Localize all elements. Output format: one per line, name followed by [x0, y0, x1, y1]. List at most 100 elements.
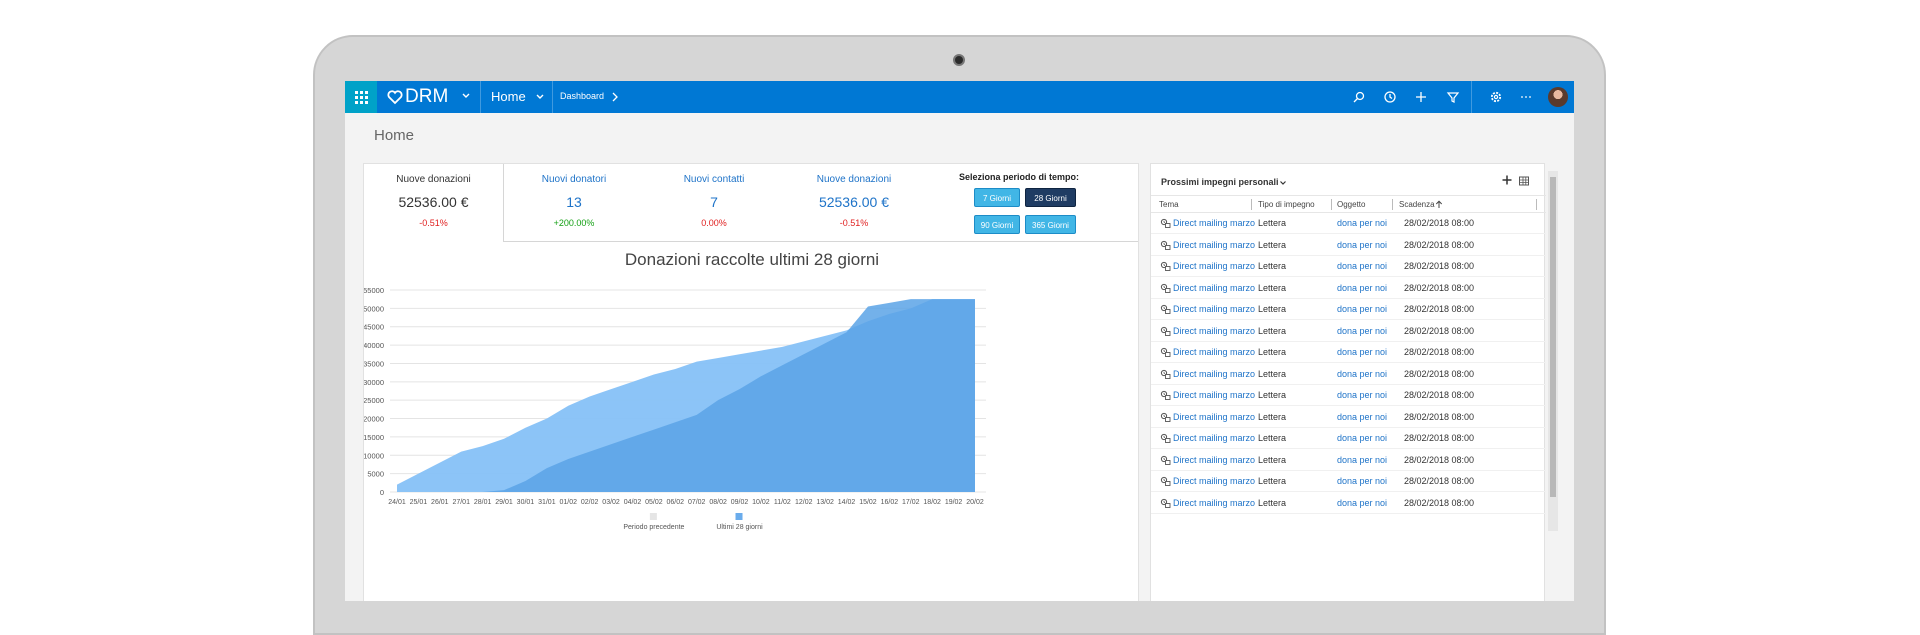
table-row[interactable]: Direct mailing marzo Lettera dona per noi 2…	[1151, 299, 1546, 320]
period-365-days-button[interactable]: 365 Giorni	[1025, 215, 1076, 234]
period-selector-title: Seleziona periodo di tempo:	[959, 172, 1080, 182]
row-oggetto-link[interactable]: dona per noi	[1337, 476, 1388, 486]
column-header-tipo[interactable]: Tipo di impegno	[1258, 200, 1315, 209]
column-header-oggetto[interactable]: Oggetto	[1337, 200, 1366, 209]
avatar[interactable]	[1548, 87, 1568, 107]
row-tema-link[interactable]: Direct mailing marzo	[1173, 218, 1256, 228]
x-tick-label: 09/02	[731, 499, 749, 506]
row-oggetto-link[interactable]: dona per noi	[1337, 433, 1388, 443]
x-tick-label: 17/02	[902, 499, 920, 506]
table-row[interactable]: Direct mailing marzo Lettera dona per noi 2…	[1151, 342, 1546, 363]
row-scadenza: 28/02/2018 08:00	[1404, 433, 1475, 443]
table-row[interactable]: Direct mailing marzo Lettera dona per noi 2…	[1151, 493, 1546, 514]
chevron-right-icon[interactable]	[609, 90, 621, 104]
breadcrumb[interactable]: Dashboard	[560, 91, 605, 101]
donations-dashboard-panel: Nuove donazioni 52536.00 € -0.51% Nuovi …	[363, 163, 1139, 601]
row-scadenza: 28/02/2018 08:00	[1404, 325, 1475, 336]
row-tipo: Lettera	[1258, 368, 1287, 379]
period-7-days-button[interactable]: 7 Giorni	[974, 188, 1020, 207]
row-oggetto-link[interactable]: dona per noi	[1337, 368, 1388, 379]
row-oggetto-link[interactable]: dona per noi	[1337, 304, 1388, 314]
donations-area-chart: 0 5000 10000 15000 20000 25000 30000 35000 40000…	[364, 286, 986, 531]
scrollbar-thumb[interactable]	[1550, 177, 1556, 497]
app-launcher-button[interactable]	[345, 81, 377, 113]
x-tick-label: 19/02	[945, 499, 963, 506]
row-oggetto-link[interactable]: dona per noi	[1337, 261, 1388, 271]
chevron-down-icon[interactable]	[1278, 178, 1288, 188]
column-header-scadenza[interactable]: Scadenza	[1399, 200, 1435, 209]
appointment-icon	[1160, 412, 1171, 422]
history-icon[interactable]	[1382, 89, 1398, 105]
kpi-new-donations-2[interactable]: Nuove donazioni 52536.00 € -0.51%	[784, 164, 924, 242]
table-row[interactable]: Direct mailing marzo Lettera dona per noi 2…	[1151, 428, 1546, 449]
x-tick-label: 14/02	[838, 499, 856, 506]
period-90-days-button[interactable]: 90 Giorni	[974, 215, 1020, 234]
row-oggetto-link[interactable]: dona per noi	[1337, 218, 1388, 228]
table-row[interactable]: Direct mailing marzo Lettera dona per noi 2…	[1151, 385, 1546, 406]
row-tema-link[interactable]: Direct mailing marzo	[1173, 325, 1256, 336]
appointments-view-title[interactable]: Prossimi impegni personali	[1161, 177, 1279, 187]
column-divider[interactable]	[1392, 199, 1393, 210]
chevron-down-icon[interactable]	[458, 88, 474, 104]
row-tipo: Lettera	[1258, 282, 1287, 293]
row-tema-link[interactable]: Direct mailing marzo	[1173, 476, 1256, 486]
kpi-new-donors[interactable]: Nuovi donatori 13 +200.00%	[504, 164, 644, 242]
appointment-icon	[1160, 498, 1171, 508]
table-row[interactable]: Direct mailing marzo Lettera dona per noi 2…	[1151, 278, 1546, 299]
kpi-new-contacts[interactable]: Nuovi contatti 7 0.00%	[644, 164, 784, 242]
period-28-days-button[interactable]: 28 Giorni	[1025, 188, 1076, 207]
column-divider[interactable]	[1331, 199, 1332, 210]
x-tick-label: 12/02	[795, 499, 813, 506]
filter-icon[interactable]	[1445, 89, 1461, 105]
row-oggetto-link[interactable]: dona per noi	[1337, 390, 1388, 400]
table-row[interactable]: Direct mailing marzo Lettera dona per noi 2…	[1151, 321, 1546, 342]
x-tick-label: 16/02	[881, 499, 899, 506]
row-tema-link[interactable]: Direct mailing marzo	[1173, 497, 1256, 508]
settings-icon[interactable]	[1488, 89, 1504, 105]
row-tema-link[interactable]: Direct mailing marzo	[1173, 390, 1256, 400]
row-oggetto-link[interactable]: dona per noi	[1337, 239, 1388, 250]
row-oggetto-link[interactable]: dona per noi	[1337, 497, 1388, 508]
nav-divider	[480, 81, 481, 113]
column-divider[interactable]	[1536, 199, 1537, 210]
table-row[interactable]: Direct mailing marzo Lettera dona per noi 2…	[1151, 407, 1546, 428]
table-row[interactable]: Direct mailing marzo Lettera dona per noi 2…	[1151, 450, 1546, 471]
appointment-icon	[1160, 369, 1171, 379]
chevron-down-icon[interactable]	[532, 89, 548, 105]
row-oggetto-link[interactable]: dona per noi	[1337, 454, 1388, 465]
grid-view-icon[interactable]	[1518, 175, 1530, 187]
kpi-new-donations[interactable]: Nuove donazioni 52536.00 € -0.51%	[364, 164, 504, 242]
x-tick-label: 10/02	[752, 499, 770, 506]
plus-icon[interactable]	[1413, 89, 1429, 105]
column-divider[interactable]	[1251, 199, 1252, 210]
page-title: Home	[374, 127, 415, 144]
row-tema-link[interactable]: Direct mailing marzo	[1173, 239, 1256, 250]
row-oggetto-link[interactable]: dona per noi	[1337, 411, 1388, 422]
table-row[interactable]: Direct mailing marzo Lettera dona per noi 2…	[1151, 235, 1546, 256]
row-tema-link[interactable]: Direct mailing marzo	[1173, 454, 1256, 465]
page-scrollbar[interactable]	[1548, 171, 1558, 531]
row-tema-link[interactable]: Direct mailing marzo	[1173, 304, 1256, 314]
search-icon[interactable]	[1351, 89, 1367, 105]
row-oggetto-link[interactable]: dona per noi	[1337, 347, 1388, 357]
table-row[interactable]: Direct mailing marzo Lettera dona per noi 2…	[1151, 256, 1546, 277]
plus-icon[interactable]	[1501, 174, 1513, 186]
table-row[interactable]: Direct mailing marzo Lettera dona per noi 2…	[1151, 213, 1546, 234]
table-row[interactable]: Direct mailing marzo Lettera dona per noi 2…	[1151, 364, 1546, 385]
row-tema-link[interactable]: Direct mailing marzo	[1173, 282, 1256, 293]
row-tema-link[interactable]: Direct mailing marzo	[1173, 411, 1256, 422]
row-oggetto-link[interactable]: dona per noi	[1337, 282, 1388, 293]
more-icon[interactable]	[1518, 89, 1534, 105]
column-header-tema[interactable]: Tema	[1159, 200, 1179, 209]
brand-logo[interactable]: DRM	[387, 86, 448, 108]
kpi-value: 7	[710, 194, 718, 210]
area-switcher[interactable]: Home	[491, 89, 526, 104]
row-tema-link[interactable]: Direct mailing marzo	[1173, 368, 1256, 379]
row-tema-link[interactable]: Direct mailing marzo	[1173, 347, 1256, 357]
sort-up-icon[interactable]	[1435, 200, 1443, 209]
row-oggetto-link[interactable]: dona per noi	[1337, 325, 1388, 336]
row-tema-link[interactable]: Direct mailing marzo	[1173, 433, 1256, 443]
row-tema-link[interactable]: Direct mailing marzo	[1173, 261, 1256, 271]
table-row[interactable]: Direct mailing marzo Lettera dona per noi 2…	[1151, 471, 1546, 492]
appointment-icon	[1160, 304, 1171, 314]
